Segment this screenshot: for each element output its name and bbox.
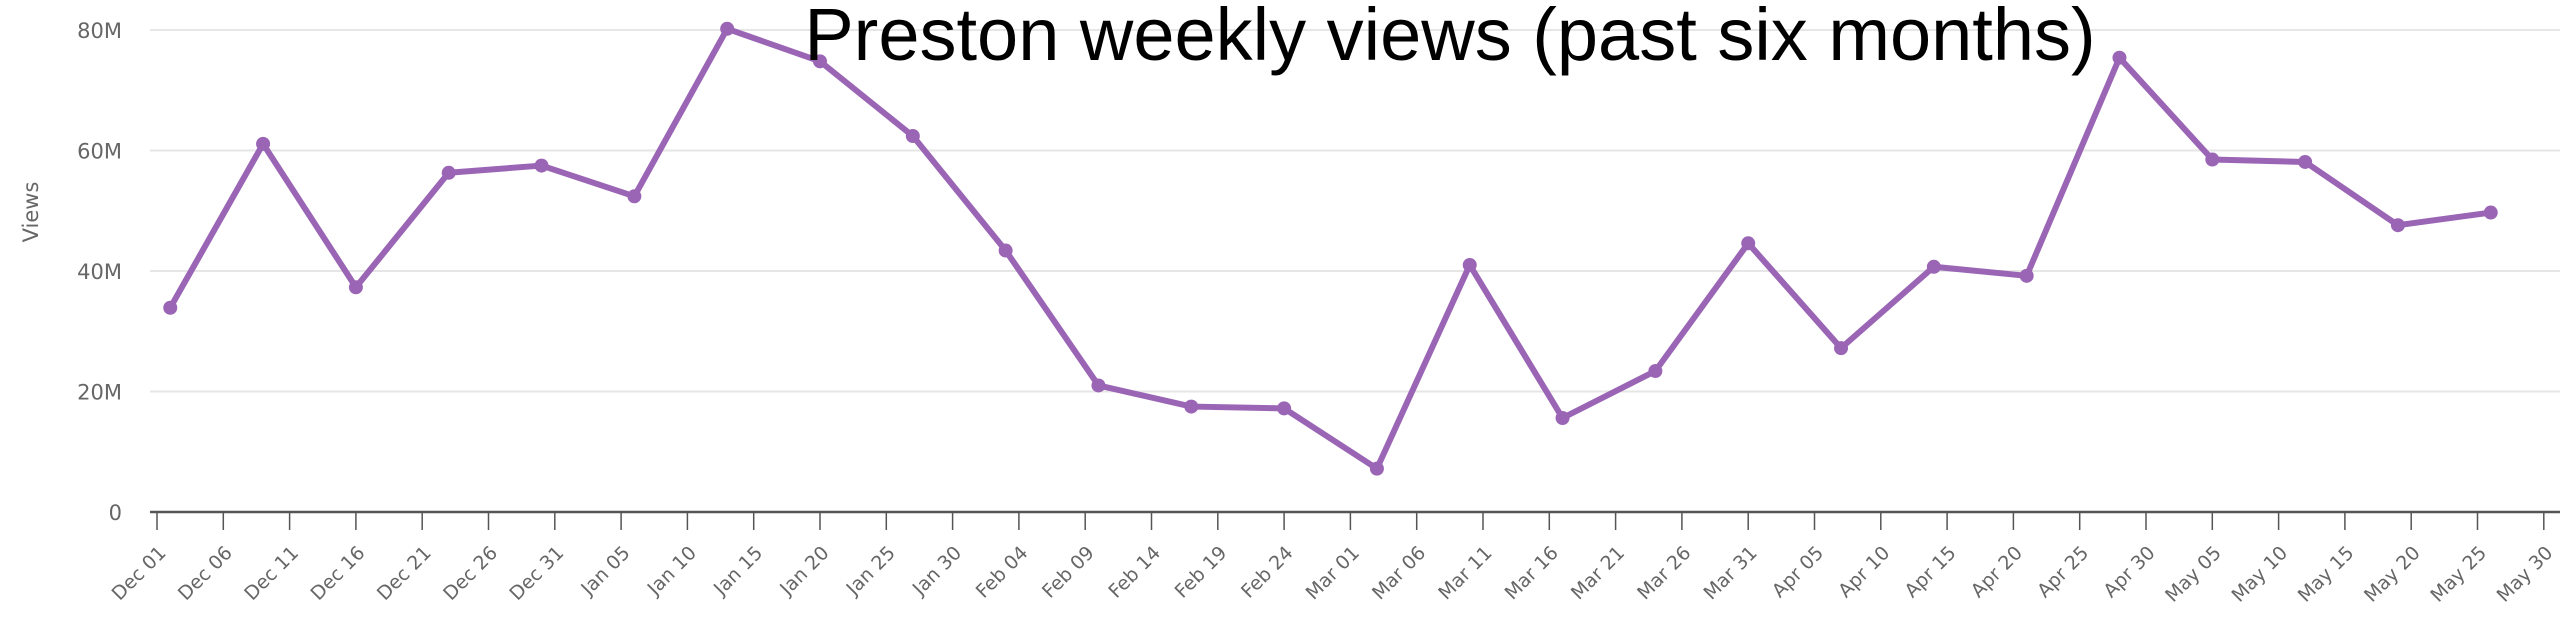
y-tick-label: 20M: [77, 381, 122, 405]
data-point[interactable]: [1741, 236, 1756, 251]
data-point[interactable]: [1555, 411, 1570, 426]
data-point[interactable]: [813, 54, 827, 69]
y-tick-label: 80M: [77, 19, 122, 43]
x-tick-label: May 25: [2426, 542, 2491, 607]
data-point[interactable]: [1926, 259, 1941, 274]
data-point[interactable]: [163, 300, 178, 315]
x-tick-label: Mar 21: [1567, 542, 1629, 604]
y-axis-title: Views: [19, 182, 43, 243]
x-tick-label: Mar 06: [1368, 542, 1430, 604]
x-tick-label: Dec 16: [307, 542, 370, 605]
data-point[interactable]: [905, 129, 920, 144]
x-tick-label: Jan 30: [908, 542, 966, 600]
x-tick-label: Jan 20: [775, 542, 833, 600]
x-axis: Dec 01 Dec 06 Dec 11 Dec 16 Dec 21 Dec 26 Dec …: [108, 510, 2560, 607]
x-tick-label: Jan 15: [709, 542, 767, 600]
x-tick-label: Mar 26: [1633, 542, 1695, 604]
y-tick-label: 60M: [77, 140, 122, 164]
data-point[interactable]: [441, 165, 456, 180]
x-tick-label: Jan 05: [576, 542, 634, 600]
x-tick-label: Dec 06: [174, 542, 237, 605]
data-point[interactable]: [2205, 152, 2220, 167]
data-point[interactable]: [1462, 257, 1477, 272]
data-point[interactable]: [2390, 218, 2405, 233]
data-point[interactable]: [1648, 364, 1663, 379]
data-point[interactable]: [1277, 401, 1292, 416]
data-point[interactable]: [998, 243, 1013, 258]
x-tick-label: Mar 11: [1434, 542, 1496, 604]
x-tick-label: Jan 25: [841, 542, 899, 600]
x-tick-label: Apr 20: [1967, 542, 2027, 602]
x-tick-label: Feb 09: [1038, 542, 1099, 603]
x-tick-label: Feb 04: [972, 542, 1033, 603]
y-axis: 0 20M 40M 60M 80M: [77, 19, 122, 525]
x-tick-label: Dec 31: [505, 542, 568, 605]
x-tick-label: May 10: [2227, 542, 2292, 607]
data-point[interactable]: [1184, 399, 1199, 414]
data-point[interactable]: [627, 189, 642, 204]
x-tick-label: Apr 25: [2033, 542, 2093, 602]
x-tick-label: May 30: [2493, 542, 2558, 607]
x-tick-label: Apr 10: [1834, 542, 1894, 602]
data-point[interactable]: [1369, 461, 1384, 476]
data-point[interactable]: [2483, 205, 2498, 220]
x-tick-label: Dec 21: [373, 542, 436, 605]
x-tick-label: Dec 01: [108, 542, 171, 605]
x-tick-label: Feb 19: [1171, 542, 1232, 603]
data-point[interactable]: [720, 21, 735, 36]
gridlines: [150, 29, 2560, 393]
data-point[interactable]: [256, 136, 271, 151]
x-tick-label: Apr 30: [2099, 542, 2159, 602]
x-tick-label: May 05: [2161, 542, 2226, 607]
y-tick-label: 40M: [77, 260, 122, 284]
x-tick-label: Mar 31: [1699, 542, 1761, 604]
x-tick-label: Apr 15: [1900, 542, 1960, 602]
chart-title: Preston weekly views (past six months): [804, 0, 2095, 76]
y-tick-label: 0: [109, 501, 122, 525]
x-tick-label: Feb 14: [1104, 542, 1165, 603]
data-point[interactable]: [1091, 378, 1106, 393]
x-tick-label: Jan 10: [643, 542, 701, 600]
x-tick-label: May 15: [2294, 542, 2359, 607]
series-views: [163, 21, 2498, 476]
x-tick-label: Mar 01: [1302, 542, 1364, 604]
x-tick-label: May 20: [2360, 542, 2425, 607]
x-tick-label: Dec 26: [439, 542, 502, 605]
data-point[interactable]: [348, 280, 363, 295]
data-point[interactable]: [534, 158, 549, 173]
data-point[interactable]: [2112, 50, 2127, 65]
x-tick-label: Dec 11: [240, 542, 303, 605]
data-point[interactable]: [1834, 341, 1849, 356]
x-tick-label: Mar 16: [1501, 542, 1563, 604]
data-point[interactable]: [2019, 268, 2034, 283]
x-tick-label: Feb 24: [1237, 542, 1298, 603]
data-point[interactable]: [2298, 154, 2313, 169]
series-line: [167, 25, 2492, 472]
x-tick-label: Apr 05: [1768, 542, 1828, 602]
